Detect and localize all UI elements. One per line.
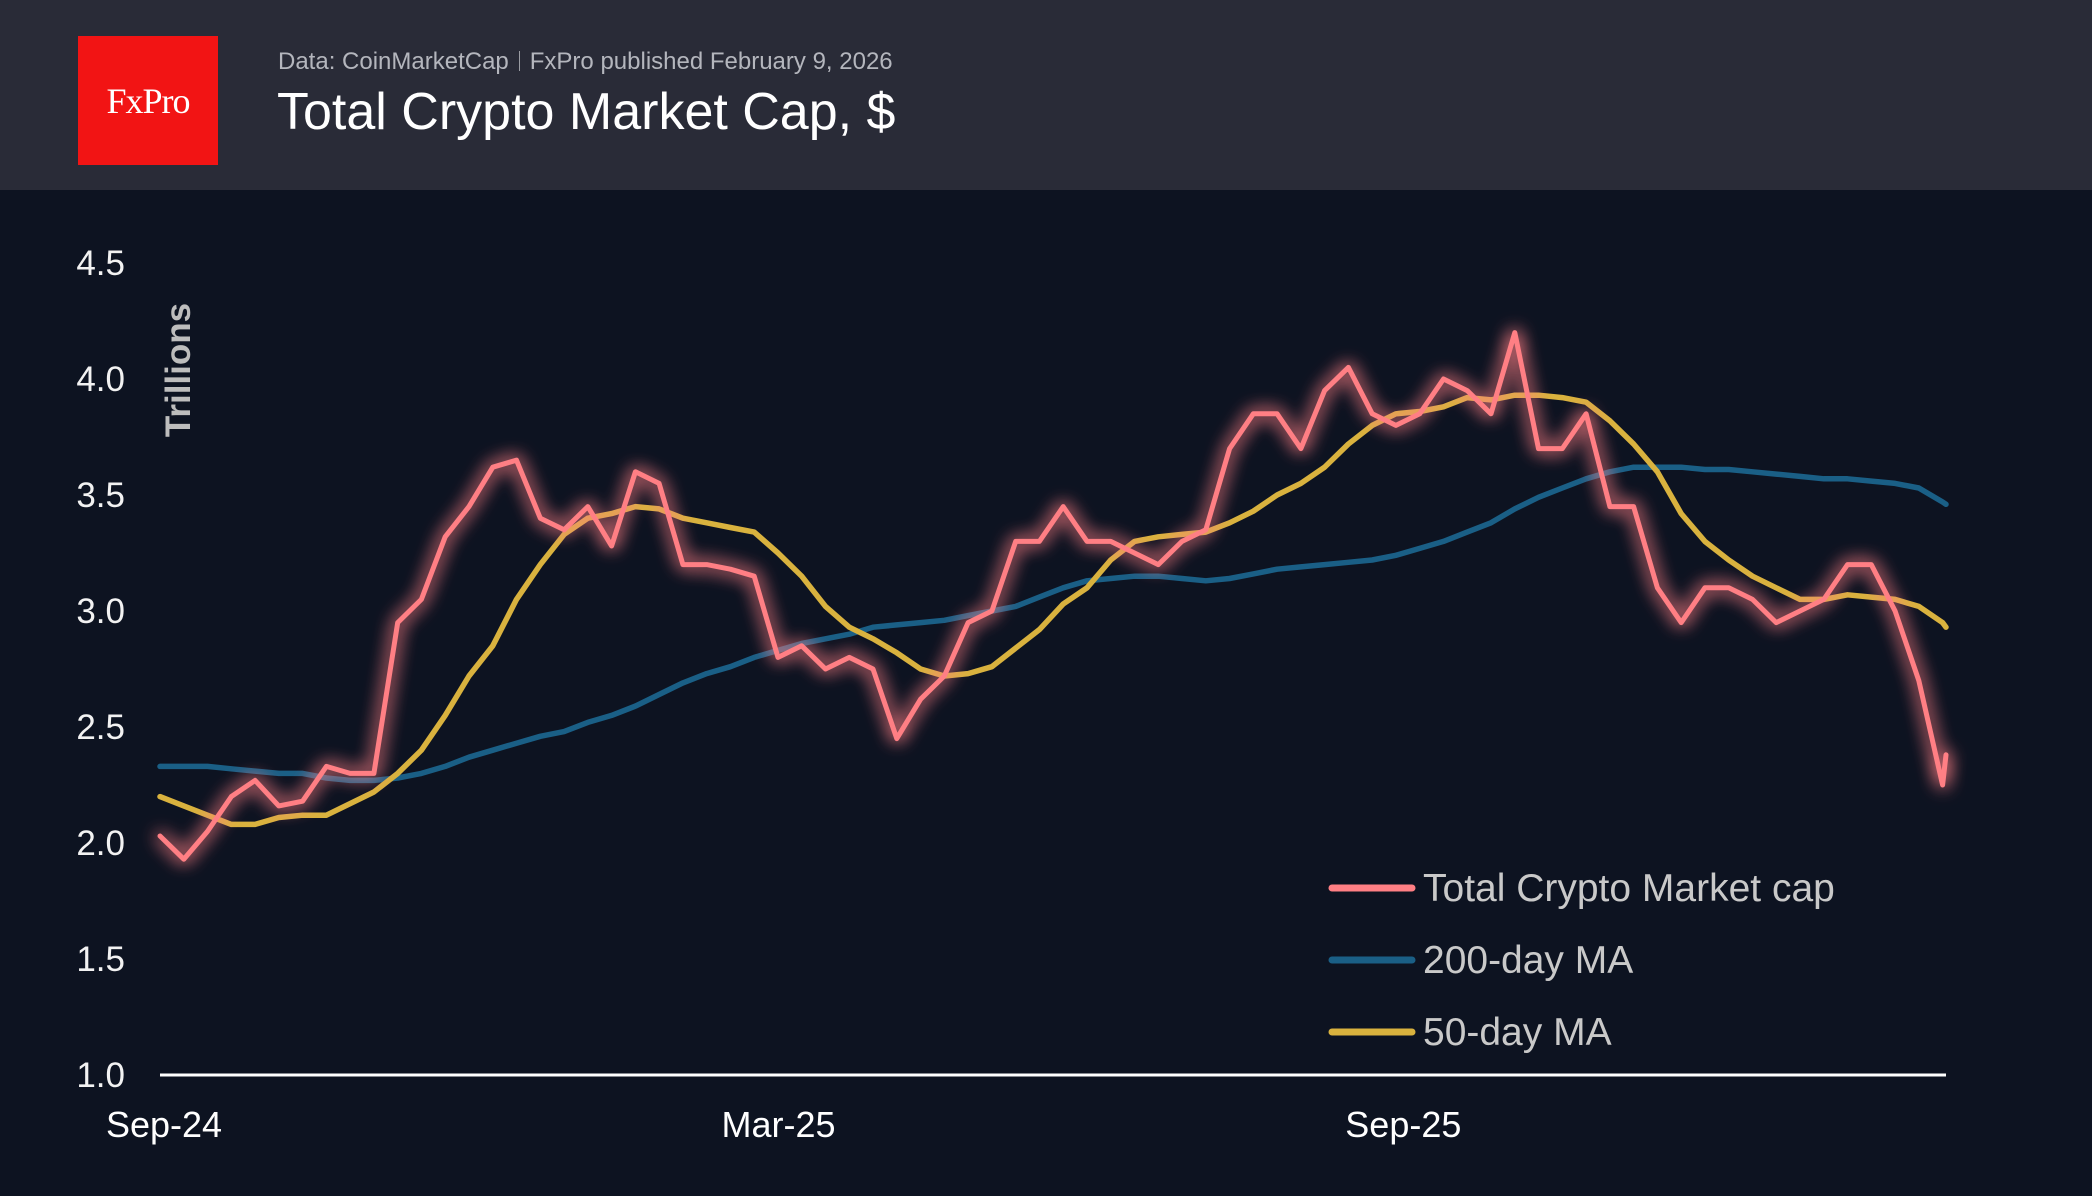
y-tick-label: 2.0 [76, 824, 125, 863]
legend: Total Crypto Market cap 200-day MA 50-day … [1328, 867, 1835, 1054]
series-line-market-cap [157, 330, 1949, 862]
fxpro-logo: FxPro [78, 36, 218, 165]
legend-label: 200-day MA [1423, 939, 1633, 982]
y-tick-label: 4.0 [76, 360, 125, 399]
published-date: FxPro published February 9, 2026 [529, 48, 893, 75]
x-tick-label: Sep-24 [106, 1104, 222, 1145]
y-tick-label: 4.5 [76, 244, 125, 283]
series-line-ma50 [157, 392, 1949, 828]
y-axis-label: Trillions [159, 303, 198, 437]
separator [518, 51, 520, 71]
y-tick-label: 3.0 [76, 592, 125, 631]
data-source: Data: CoinMarketCap [278, 48, 509, 75]
series-line-ma200 [157, 464, 1949, 784]
x-tick-label: Sep-25 [1345, 1104, 1461, 1145]
x-tick-label: Mar-25 [722, 1104, 836, 1145]
y-tick-label: 3.5 [76, 476, 125, 515]
chart-title: Total Crypto Market Cap, $ [277, 83, 896, 141]
y-tick-label: 2.5 [76, 708, 125, 747]
logo-text: FxPro [106, 80, 190, 121]
y-tick-label: 1.0 [76, 1056, 125, 1095]
y-tick-label: 1.5 [76, 940, 125, 979]
legend-label: Total Crypto Market cap [1423, 867, 1835, 910]
legend-label: 50-day MA [1423, 1011, 1612, 1054]
subtitle: Data: CoinMarketCap FxPro published Febru… [278, 48, 893, 76]
header: FxPro Data: CoinMarketCap FxPro published… [0, 0, 2092, 190]
